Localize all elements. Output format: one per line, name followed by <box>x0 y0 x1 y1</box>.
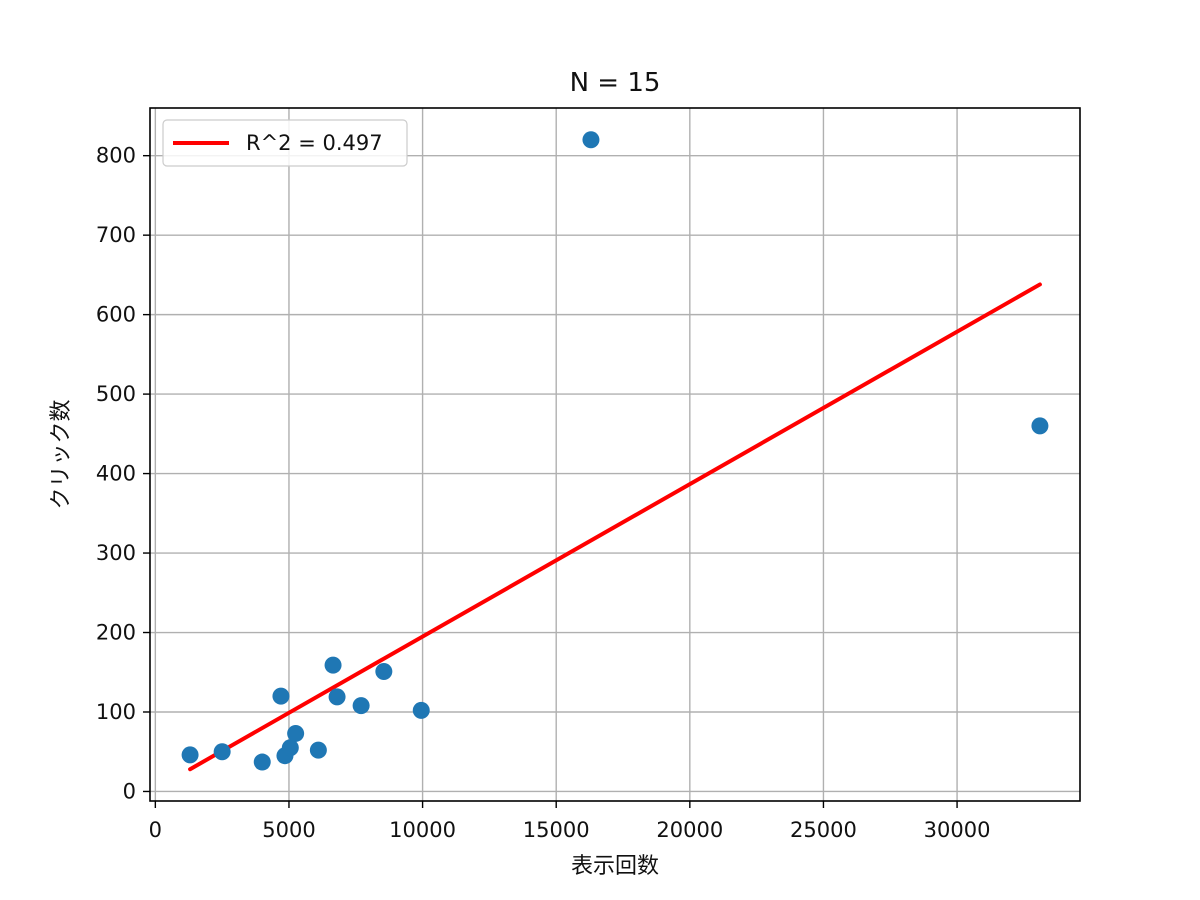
x-tick-label: 5000 <box>262 818 315 842</box>
data-point <box>1031 417 1049 435</box>
y-tick-label: 0 <box>123 779 136 803</box>
data-point <box>375 662 393 680</box>
x-tick-label: 10000 <box>389 818 456 842</box>
chart-title: N = 15 <box>570 68 661 98</box>
data-point <box>281 739 299 757</box>
data-point <box>412 701 430 719</box>
data-point <box>253 753 271 771</box>
y-tick-label: 100 <box>96 700 136 724</box>
data-point <box>328 688 346 706</box>
x-axis-label: 表示回数 <box>571 854 659 879</box>
data-point <box>309 741 327 759</box>
y-tick-label: 300 <box>96 541 136 565</box>
x-tick-label: 25000 <box>790 818 857 842</box>
grid <box>150 108 1080 801</box>
y-tick-label: 800 <box>96 144 136 168</box>
data-point <box>213 743 231 761</box>
data-point <box>272 687 290 705</box>
x-tick-label: 20000 <box>656 818 723 842</box>
data-point <box>324 656 342 674</box>
fit-line-layer <box>188 282 1042 772</box>
y-tick-label: 600 <box>96 303 136 327</box>
y-tick-label: 700 <box>96 223 136 247</box>
x-tick-label: 15000 <box>523 818 590 842</box>
y-tick-label: 200 <box>96 621 136 645</box>
legend: R^2 = 0.497 <box>162 119 408 167</box>
y-tick-label: 500 <box>96 382 136 406</box>
legend-box <box>162 119 408 167</box>
legend-label: R^2 = 0.497 <box>246 131 383 155</box>
data-point <box>181 746 199 764</box>
axes-frame <box>149 107 1081 802</box>
data-points <box>181 131 1049 771</box>
data-point <box>352 697 370 715</box>
data-point <box>582 131 600 149</box>
axis-ticks: 0 5000 10000 15000 20000 25000 30000 0 100 200 300… <box>96 144 991 842</box>
data-point <box>287 724 305 742</box>
x-tick-label: 30000 <box>924 818 991 842</box>
y-tick-label: 400 <box>96 462 136 486</box>
regression-line <box>188 282 1042 772</box>
y-axis-label: クリック数 <box>49 399 74 509</box>
x-tick-label: 0 <box>149 818 162 842</box>
